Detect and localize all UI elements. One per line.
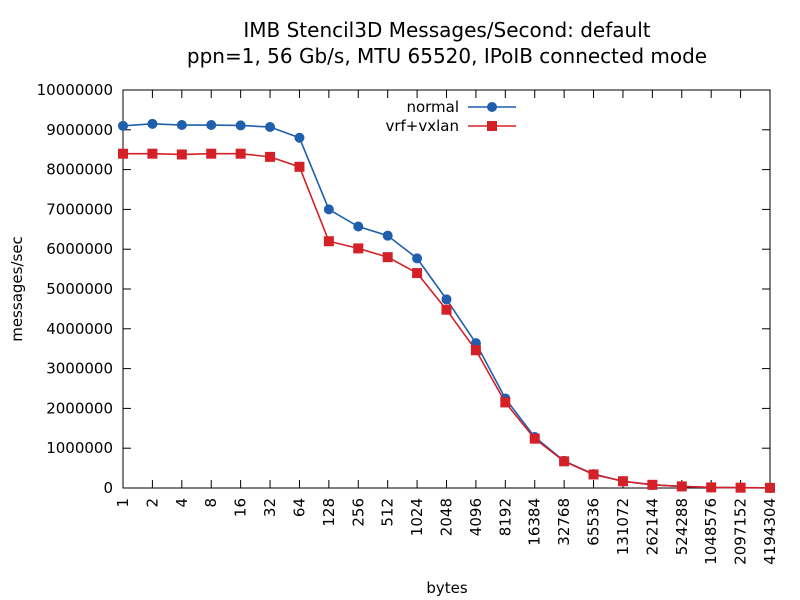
data-point bbox=[265, 122, 276, 133]
data-point bbox=[441, 304, 452, 315]
y-tick-label: 2000000 bbox=[46, 399, 113, 417]
x-tick-label: 131072 bbox=[614, 498, 632, 555]
data-point bbox=[294, 161, 305, 172]
data-point bbox=[206, 148, 217, 159]
x-tick-label: 2048 bbox=[438, 498, 456, 536]
x-tick-label: 4194304 bbox=[761, 498, 779, 565]
x-tick-label: 8192 bbox=[496, 498, 514, 536]
x-tick-label: 524288 bbox=[673, 498, 691, 555]
legend-label: vrf+vxlan bbox=[385, 117, 459, 135]
data-point bbox=[176, 149, 187, 160]
data-point bbox=[265, 151, 276, 162]
data-point bbox=[412, 253, 423, 264]
data-point bbox=[353, 221, 364, 232]
data-point bbox=[412, 268, 423, 279]
data-point bbox=[382, 230, 393, 241]
x-tick-label: 1 bbox=[114, 498, 132, 508]
data-point bbox=[765, 482, 775, 493]
data-point bbox=[118, 120, 128, 131]
legend-marker bbox=[487, 102, 497, 112]
y-tick-label: 3000000 bbox=[46, 360, 113, 378]
x-tick-label: 16 bbox=[232, 498, 250, 517]
legend-marker bbox=[487, 121, 497, 131]
data-point bbox=[500, 397, 511, 408]
x-tick-label: 4 bbox=[173, 498, 191, 508]
data-point bbox=[147, 118, 158, 129]
x-tick-label: 2097152 bbox=[732, 498, 750, 565]
x-tick-label: 1048576 bbox=[702, 498, 720, 565]
series-line bbox=[123, 152, 771, 489]
x-tick-label: 2 bbox=[143, 498, 161, 508]
x-tick-label: 262144 bbox=[643, 498, 661, 555]
data-point bbox=[176, 120, 187, 131]
series-1 bbox=[118, 148, 775, 493]
data-point bbox=[588, 469, 599, 480]
data-point bbox=[147, 148, 158, 159]
data-point bbox=[323, 236, 334, 247]
x-tick-label: 32 bbox=[261, 498, 279, 517]
chart-subtitle: ppn=1, 56 Gb/s, MTU 65520, IPoIB connect… bbox=[187, 44, 707, 68]
data-point bbox=[441, 294, 452, 305]
x-tick-label: 32768 bbox=[555, 498, 573, 546]
y-tick-label: 1000000 bbox=[46, 439, 113, 457]
data-point bbox=[647, 479, 658, 490]
y-tick-label: 4000000 bbox=[46, 320, 113, 338]
y-tick-label: 9000000 bbox=[46, 121, 113, 139]
y-tick-label: 8000000 bbox=[46, 161, 113, 179]
x-tick-label: 1024 bbox=[408, 498, 426, 536]
y-tick-label: 10000000 bbox=[37, 81, 113, 99]
data-point bbox=[353, 243, 364, 254]
x-axis: 1 2 4 8 16 32 64 128 256 512 1024 2048 4096 8192 16384… bbox=[114, 90, 779, 565]
data-point bbox=[382, 252, 393, 263]
x-tick-label: 65536 bbox=[585, 498, 603, 546]
plot-area bbox=[122, 89, 771, 489]
data-point bbox=[529, 433, 540, 444]
chart-title: IMB Stencil3D Messages/Second: default bbox=[243, 18, 650, 42]
x-tick-label: 16384 bbox=[526, 498, 544, 546]
data-point bbox=[559, 456, 570, 467]
data-point bbox=[235, 148, 246, 159]
data-point bbox=[206, 120, 217, 131]
x-tick-label: 8 bbox=[202, 498, 220, 508]
data-point bbox=[470, 345, 481, 356]
y-tick-label: 5000000 bbox=[46, 280, 113, 298]
data-point bbox=[235, 120, 246, 131]
x-tick-label: 512 bbox=[379, 498, 397, 527]
data-point bbox=[676, 481, 687, 492]
data-point bbox=[617, 476, 628, 487]
y-tick-label: 7000000 bbox=[46, 200, 113, 218]
x-tick-label: 4096 bbox=[467, 498, 485, 536]
data-point bbox=[735, 482, 746, 493]
data-point bbox=[294, 132, 305, 143]
series-layer bbox=[118, 118, 775, 493]
legend-label: normal bbox=[406, 98, 459, 116]
x-tick-label: 64 bbox=[290, 498, 308, 517]
x-tick-label: 256 bbox=[349, 498, 367, 527]
y-tick-label: 6000000 bbox=[46, 240, 113, 258]
x-axis-label: bytes bbox=[426, 579, 468, 597]
data-point bbox=[706, 482, 717, 493]
y-axis: 0 1000000 2000000 3000000 4000000 5000000 6000… bbox=[37, 81, 770, 497]
y-axis-label: messages/sec bbox=[8, 236, 26, 342]
data-point bbox=[118, 148, 128, 159]
y-tick-label: 0 bbox=[103, 479, 113, 497]
x-tick-label: 128 bbox=[320, 498, 338, 527]
data-point bbox=[323, 204, 334, 215]
